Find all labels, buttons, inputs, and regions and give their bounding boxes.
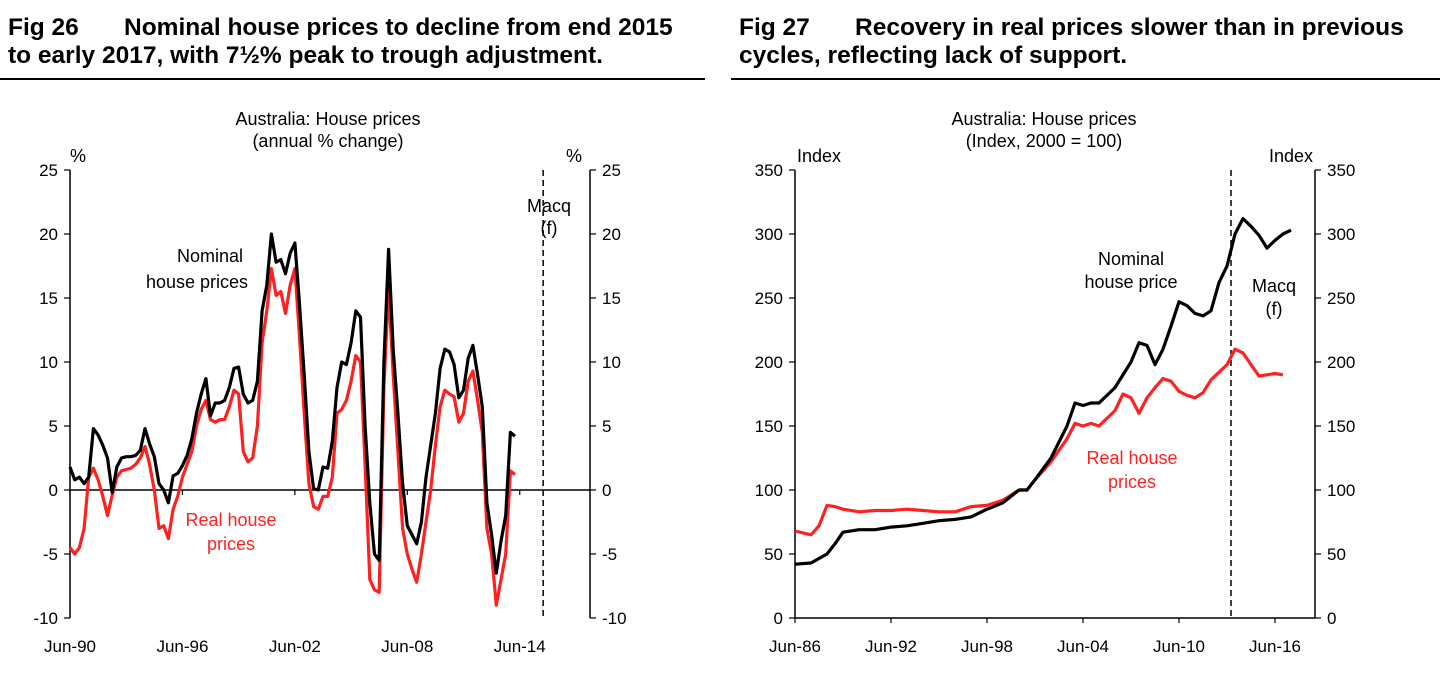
chart-subtitle: (Index, 2000 = 100) (966, 131, 1123, 151)
y-tick-label-left: 150 (755, 417, 783, 436)
y-tick-label-right: 5 (602, 417, 611, 436)
x-tick-label: Jun-02 (269, 637, 321, 656)
y-tick-label-left: 15 (39, 289, 58, 308)
series-label-real-line2: prices (1108, 472, 1156, 492)
forecast-label-suffix: (f) (541, 218, 558, 238)
y-tick-label-left: 100 (755, 481, 783, 500)
fig27-title-rule (731, 78, 1440, 80)
series-line-real (68, 267, 517, 607)
x-tick-label: Jun-90 (44, 637, 96, 656)
y-tick-label-left: 5 (49, 417, 58, 436)
chart-title: Australia: House prices (951, 109, 1136, 129)
forecast-label: Macq (1252, 276, 1296, 296)
y-tick-label-right: 25 (602, 161, 621, 180)
fig27-title-line1: Recovery in real prices slower than in p… (855, 14, 1404, 41)
x-tick-label: Jun-86 (769, 637, 821, 656)
fig27-number: Fig 27 (739, 14, 810, 41)
x-tick-label: Jun-08 (381, 637, 433, 656)
x-tick-label: Jun-04 (1057, 637, 1109, 656)
y-tick-label-right: 350 (1327, 161, 1355, 180)
y-tick-label-right: 200 (1327, 353, 1355, 372)
y-tick-label-right: 0 (1327, 609, 1336, 628)
y-tick-label-left: 250 (755, 289, 783, 308)
y-tick-label-left: 25 (39, 161, 58, 180)
x-tick-label: Jun-10 (1153, 637, 1205, 656)
fig27-title-line2: cycles, reflecting lack of support. (739, 42, 1128, 69)
fig26-chart: Australia: House prices(annual % change)… (33, 109, 627, 656)
fig27-chart: Australia: House prices(Index, 2000 = 10… (755, 109, 1356, 656)
y-tick-label-right: 250 (1327, 289, 1355, 308)
y-tick-label-left: 0 (774, 609, 783, 628)
series-label-nominal: Nominal (177, 246, 243, 266)
y-tick-label-right: 0 (602, 481, 611, 500)
y-tick-label-right: 100 (1327, 481, 1355, 500)
chart-title: Australia: House prices (235, 109, 420, 129)
y-tick-label-right: 50 (1327, 545, 1346, 564)
x-tick-label: Jun-16 (1249, 637, 1301, 656)
x-tick-label: Jun-14 (494, 637, 546, 656)
series-line-nominal (68, 232, 517, 575)
y-tick-label-right: 150 (1327, 417, 1355, 436)
y-tick-label-left: 300 (755, 225, 783, 244)
fig26-panel: Fig 26 Nominal house prices to decline fr… (0, 0, 705, 684)
fig26-title: Fig 26 Nominal house prices to decline fr… (8, 14, 673, 70)
fig26-number: Fig 26 (8, 14, 79, 41)
series-label-real-line2: prices (207, 534, 255, 554)
y-tick-label-right: 20 (602, 225, 621, 244)
y-tick-label-left: 200 (755, 353, 783, 372)
series-line-real (794, 347, 1284, 537)
y-tick-label-left: 0 (49, 481, 58, 500)
x-tick-label: Jun-98 (961, 637, 1013, 656)
chart-subtitle: (annual % change) (252, 131, 403, 151)
fig26-title-line1: Nominal house prices to decline from end… (124, 14, 673, 41)
fig26-title-rule (0, 78, 705, 80)
x-tick-label: Jun-92 (865, 637, 917, 656)
y-tick-label-left: -5 (43, 545, 58, 564)
x-tick-label: Jun-96 (156, 637, 208, 656)
y-tick-label-left: 20 (39, 225, 58, 244)
series-line-nominal (794, 217, 1292, 566)
y-axis-unit-left: % (70, 146, 86, 166)
series-label-nominal-line2: house prices (146, 272, 248, 292)
fig26-title-line2: to early 2017, with 7½% peak to trough a… (8, 42, 603, 69)
y-tick-label-left: -10 (33, 609, 58, 628)
forecast-label-suffix: (f) (1266, 299, 1283, 319)
y-tick-label-left: 350 (755, 161, 783, 180)
series-label-real: Real house (1086, 448, 1177, 468)
y-axis-unit-left: Index (797, 146, 841, 166)
y-tick-label-right: 300 (1327, 225, 1355, 244)
y-axis-unit-right: % (566, 146, 582, 166)
series-label-nominal-line2: house price (1084, 272, 1177, 292)
y-tick-label-left: 50 (764, 545, 783, 564)
y-tick-label-right: -10 (602, 609, 627, 628)
forecast-label: Macq (527, 196, 571, 216)
y-axis-unit-right: Index (1269, 146, 1313, 166)
series-label-nominal: Nominal (1098, 249, 1164, 269)
y-tick-label-left: 10 (39, 353, 58, 372)
y-tick-label-right: 15 (602, 289, 621, 308)
y-tick-label-right: 10 (602, 353, 621, 372)
fig27-panel: Fig 27 Recovery in real prices slower tha… (731, 0, 1440, 684)
fig27-title: Fig 27 Recovery in real prices slower tha… (739, 14, 1404, 70)
y-tick-label-right: -5 (602, 545, 617, 564)
series-label-real: Real house (185, 510, 276, 530)
